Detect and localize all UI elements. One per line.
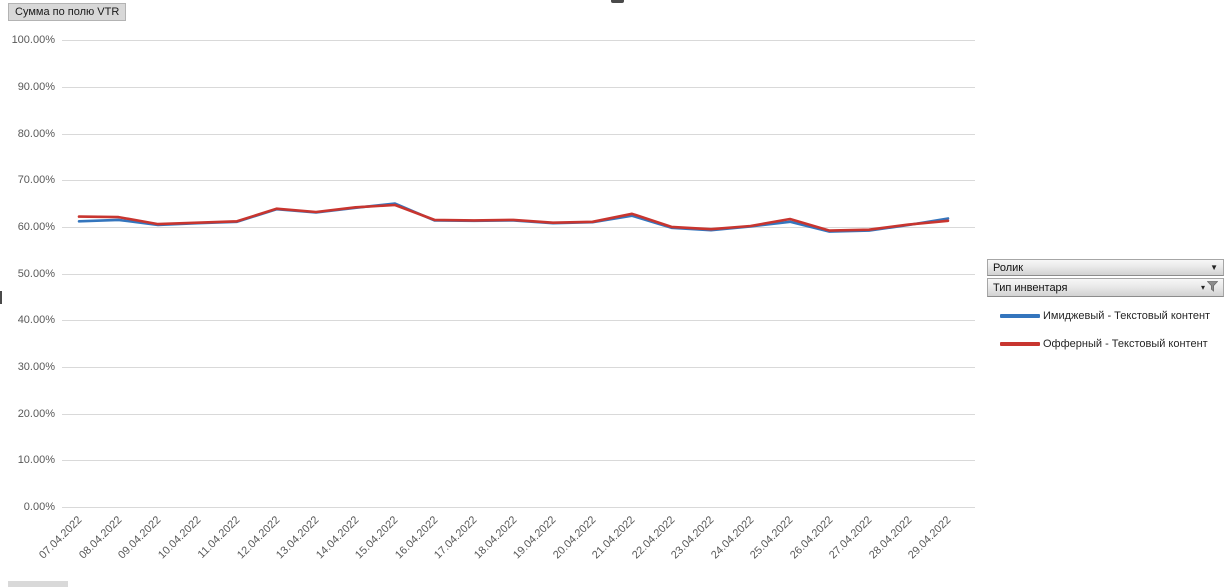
- gridline: [62, 86, 975, 88]
- y-axis-tick-label: 50.00%: [17, 267, 55, 280]
- y-axis-tick-label: 90.00%: [17, 80, 55, 93]
- y-axis-tick-label: 80.00%: [17, 127, 55, 140]
- gridline: [62, 506, 975, 508]
- chevron-down-icon[interactable]: ▼: [1210, 262, 1218, 272]
- y-axis-tick-label: 100.00%: [11, 34, 55, 47]
- legend-label: Офферный - Текстовый контент: [1043, 338, 1208, 350]
- gridline: [62, 226, 975, 228]
- y-axis-tick-label: 0.00%: [23, 500, 55, 513]
- y-axis-tick-label: 10.00%: [17, 454, 55, 467]
- gridline: [62, 366, 975, 368]
- gridline: [62, 40, 975, 42]
- gridline: [62, 413, 975, 415]
- gridline: [62, 133, 975, 135]
- clipped-chart-title-fragment: [611, 0, 624, 3]
- chevron-down-icon[interactable]: ▾: [1200, 282, 1205, 292]
- gridline: [62, 180, 975, 182]
- gridline: [62, 460, 975, 462]
- gridline: [62, 320, 975, 322]
- y-axis-tick-label: 60.00%: [17, 220, 55, 233]
- inventory-type-field-label: Тип инвентаря: [993, 281, 1068, 294]
- y-axis-tick-label: 30.00%: [17, 360, 55, 373]
- y-axis-tick-label: 40.00%: [17, 314, 55, 327]
- y-axis-tick-label: 20.00%: [17, 407, 55, 420]
- y-axis-tick-label: 70.00%: [17, 174, 55, 187]
- clipped-axis-field-button[interactable]: [8, 581, 68, 587]
- rolik-field-label: Ролик: [993, 261, 1024, 274]
- series-line-1: [77, 203, 950, 232]
- legend-item: Имиджевый - Текстовый контент: [1000, 308, 1210, 324]
- inventory-type-field-button[interactable]: Тип инвентаря ▾: [987, 278, 1224, 297]
- legend-item: Офферный - Текстовый контент: [1000, 336, 1208, 352]
- value-field-button[interactable]: Сумма по полю VTR: [8, 3, 127, 21]
- legend-swatch-offerny: [1000, 342, 1040, 346]
- legend-swatch-imidzhevy: [1000, 314, 1040, 318]
- rolik-field-button[interactable]: Ролик ▼: [987, 259, 1224, 276]
- gridline: [62, 273, 975, 275]
- filter-funnel-icon[interactable]: [1206, 280, 1219, 295]
- legend-label: Имиджевый - Текстовый контент: [1043, 310, 1211, 322]
- clipped-axis-title-fragment: [0, 291, 2, 304]
